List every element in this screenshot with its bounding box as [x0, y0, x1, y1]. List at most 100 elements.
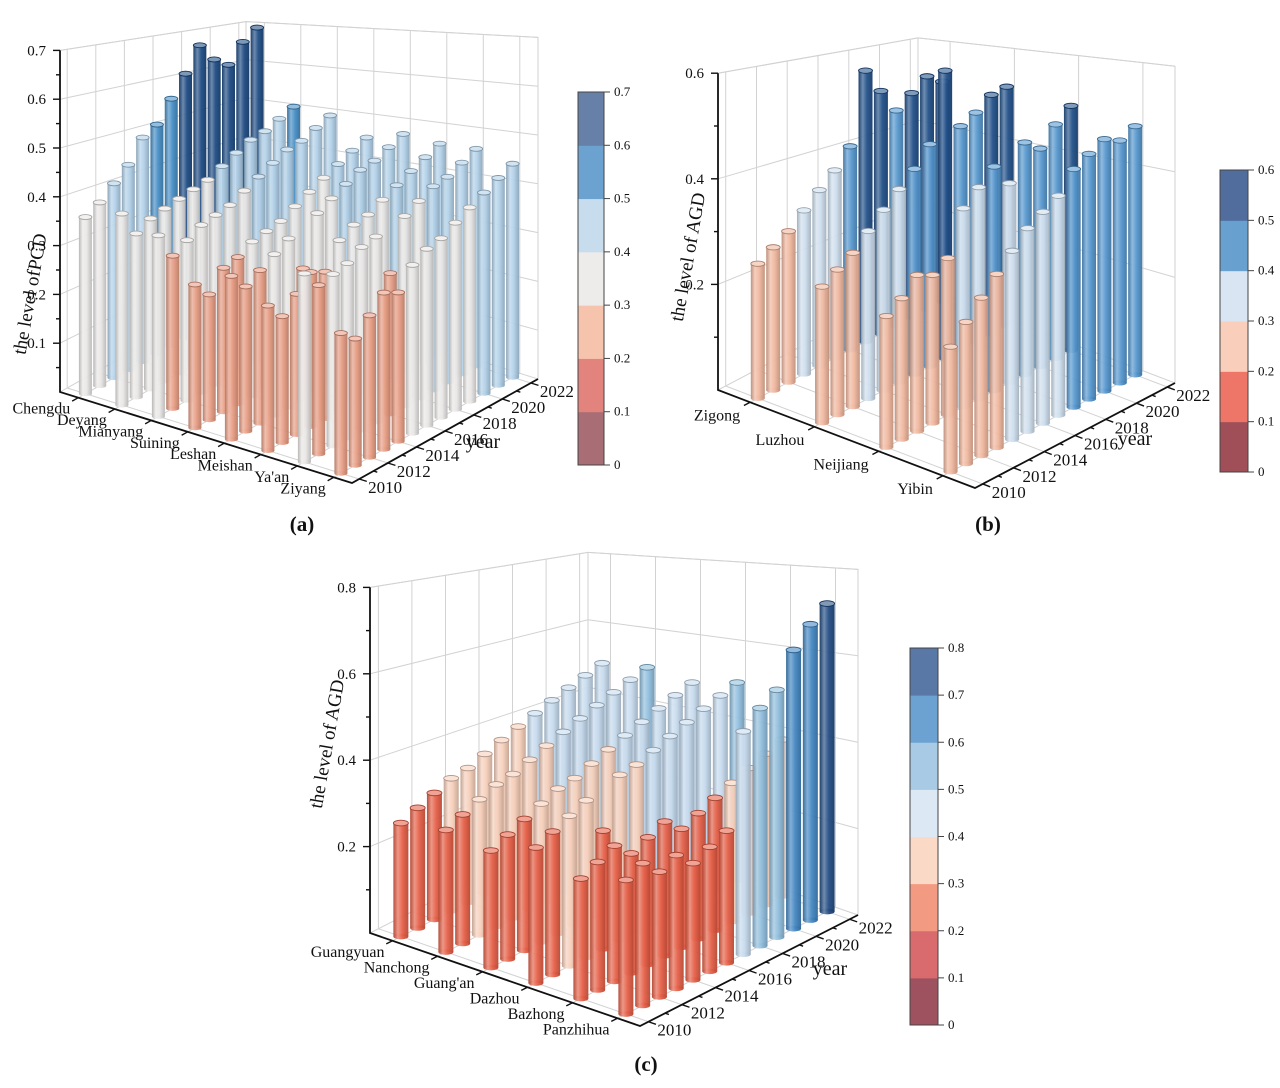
cylinder-bar-top: [381, 144, 396, 151]
city-tick: [936, 475, 944, 480]
cylinder-bar-top: [499, 831, 516, 838]
z-tick-label: 0.1: [27, 336, 46, 352]
year-tick: [997, 475, 1003, 478]
cylinder-bar-top: [814, 283, 830, 290]
cylinder-bar-top: [1127, 123, 1143, 130]
cylinder-bar-top: [383, 270, 398, 277]
city-tick-label: Dazhou: [470, 990, 520, 1007]
year-tick: [530, 382, 539, 387]
cylinder-bar-top: [543, 697, 560, 704]
colorbar-tick-label: 0.3: [1258, 313, 1274, 328]
colorbar-segment: [1220, 270, 1248, 322]
cylinder-bar-top: [448, 219, 463, 226]
cylinder-bar-top: [1063, 102, 1079, 109]
cylinder-bar-top: [707, 794, 723, 802]
cylinder-bar-top: [781, 228, 797, 235]
colorbar-segment: [1220, 170, 1248, 221]
year-tick: [1167, 386, 1176, 391]
cylinder-bar-body: [1097, 139, 1112, 391]
cylinder-bar-top: [326, 271, 340, 277]
cylinder-bar-top: [594, 659, 611, 667]
cylinder-bar-top: [904, 89, 920, 97]
colorbar-segment: [578, 145, 604, 200]
z-tick-label: 0.2: [337, 840, 356, 856]
cylinder-bar-body: [819, 603, 835, 912]
colorbar-tick-label: 0: [1258, 464, 1265, 479]
cylinder-bar-top: [368, 233, 383, 240]
z-tick-label: 0.6: [337, 667, 356, 683]
cylinder-bar-top: [281, 235, 296, 242]
cylinder-bar-top: [589, 858, 606, 866]
z-tick-label: 0.4: [337, 753, 356, 769]
cylinder-bar-top: [194, 222, 209, 228]
cylinder-bar-body: [845, 252, 860, 407]
cylinder-bar-body: [188, 284, 202, 428]
cylinder-bar-top: [354, 244, 369, 250]
colorbar-tick-label: 0.1: [614, 404, 630, 419]
city-tick-label: Panzhihua: [543, 1021, 610, 1038]
cylinder-bar-body: [448, 222, 462, 410]
colorbar-tick-label: 0.2: [614, 350, 630, 365]
cylinder-bar-body: [455, 814, 471, 944]
z-gridline: [717, 37, 1176, 74]
colorbar-tick-label: 0.5: [1258, 212, 1274, 227]
year-tick: [502, 398, 511, 403]
year-tick: [765, 961, 770, 964]
cylinder-bar-body: [506, 163, 520, 378]
cylinder-bar-top: [114, 210, 129, 217]
cylinder-bar-body: [766, 247, 781, 391]
cylinder-bar-top: [302, 188, 317, 195]
cylinder-bar-top: [1004, 247, 1020, 254]
cylinder-bar-top: [323, 112, 338, 119]
cylinder-bar-top: [280, 146, 295, 153]
cylinder-bar-top: [222, 202, 237, 208]
cylinder-bar-top: [940, 254, 956, 262]
cylinder-bar-top: [560, 684, 577, 691]
cylinder-bar-top: [606, 842, 623, 849]
cylinder-bar-top: [426, 789, 443, 797]
cylinder-bar-top: [695, 705, 712, 712]
chart-c: GuangyuanNanchongGuang'anDazhouBazhongPa…: [306, 551, 965, 1040]
cylinder-bar-top: [811, 186, 827, 194]
cylinder-bar-top: [259, 228, 274, 235]
colorbar-tick-label: 0.4: [948, 829, 965, 844]
panel-label-a: (a): [289, 512, 315, 536]
cylinder-bar-body: [363, 315, 377, 458]
cylinder-bar-top: [215, 163, 230, 170]
cylinder-bar-top: [297, 270, 312, 277]
cylinder-bar-top: [275, 313, 290, 320]
cylinder-bar-top: [469, 145, 484, 152]
city-tick: [71, 397, 79, 402]
cylinder-bar-top: [827, 167, 843, 174]
cylinder-bar-top: [640, 834, 656, 841]
cylinder-bar-body: [651, 871, 667, 997]
cylinder-bar-top: [333, 330, 348, 336]
city-tick-label: Meishan: [198, 458, 253, 475]
cylinder-bar-body: [635, 863, 651, 1006]
year-tick: [459, 422, 464, 425]
cylinder-bar-top: [527, 709, 543, 717]
cylinder-bar-top: [338, 180, 353, 187]
panel-label-b: (b): [975, 512, 1001, 536]
city-tick: [743, 401, 751, 407]
cylinder-bar-top: [971, 184, 987, 191]
cylinder-bar-body: [815, 286, 830, 423]
cylinder-bar-body: [500, 834, 516, 959]
cylinder-bar-body: [334, 333, 348, 474]
cylinder-bar-top: [376, 289, 391, 296]
cylinder-bar-top: [418, 154, 433, 161]
city-tick: [254, 453, 262, 459]
cylinder-bar-body: [735, 731, 751, 955]
cylinder-bar-top: [294, 137, 309, 144]
cylinder-bar-top: [331, 161, 345, 167]
cylinder-bar-top: [1001, 180, 1017, 187]
cylinder-bar-body: [297, 273, 311, 462]
cylinder-bar-top: [164, 95, 179, 102]
cylinder-bar-top: [735, 728, 752, 735]
cylinder-bar-body: [545, 831, 561, 975]
cylinder-bar-body: [239, 286, 253, 432]
cylinder-bar-body: [573, 878, 589, 999]
cylinder-bar-top: [510, 723, 527, 730]
cylinder-bar-top: [583, 760, 600, 767]
cylinder-bar-body: [93, 202, 107, 386]
